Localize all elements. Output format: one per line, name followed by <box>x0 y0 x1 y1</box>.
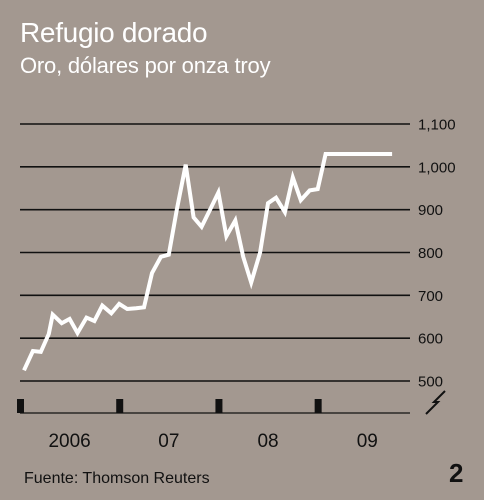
y-tick-label-800: 800 <box>418 245 443 262</box>
y-tick-label-700: 700 <box>418 288 443 305</box>
source-note: Fuente: Thomson Reuters <box>24 470 210 487</box>
y-tick-label-900: 900 <box>418 202 443 219</box>
chart-subtitle: Oro, dólares por onza troy <box>20 53 271 78</box>
chart-title: Refugio dorado <box>20 17 208 48</box>
y-tick-label-1000: 1,000 <box>418 159 456 176</box>
year-marker-08 <box>215 399 223 413</box>
series-line-0 <box>22 152 393 372</box>
x-year-label-08: 08 <box>257 431 278 452</box>
axis-break-mark <box>425 390 446 415</box>
x-year-label-09: 09 <box>357 431 378 452</box>
year-marker-09 <box>314 399 322 413</box>
y-tick-label-600: 600 <box>418 331 443 348</box>
y-tick-label-500: 500 <box>418 374 443 391</box>
y-tick-label-1100: 1,100 <box>418 117 456 134</box>
page-number: 2 <box>449 458 464 488</box>
x-year-label-07: 07 <box>158 431 179 452</box>
x-year-label-2006: 2006 <box>48 431 90 452</box>
year-marker-07 <box>116 399 124 413</box>
year-marker-2006 <box>17 399 24 413</box>
